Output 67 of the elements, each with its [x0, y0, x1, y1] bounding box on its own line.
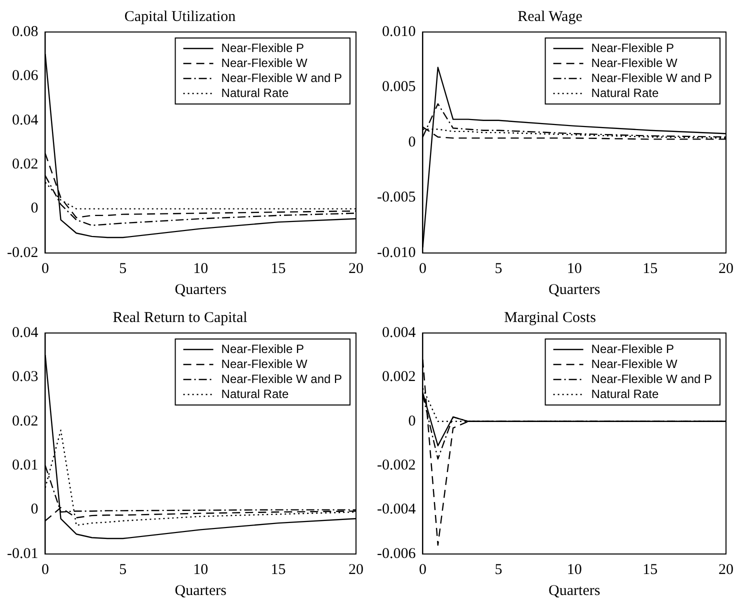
legend-label: Near-Flexible W and P	[221, 70, 342, 85]
x-tick-label: 15	[270, 562, 286, 578]
x-tick-label: 15	[642, 562, 658, 578]
x-tick-label: 5	[494, 562, 502, 578]
y-tick-label: 0	[408, 134, 416, 150]
y-tick-label: 0.04	[12, 324, 39, 341]
y-tick-label: -0.002	[376, 458, 416, 474]
legend-label: Near-Flexible P	[221, 342, 304, 356]
y-tick-label: -0.006	[376, 546, 416, 562]
x-tick-label: 10	[566, 562, 582, 578]
legend-label: Natural Rate	[221, 86, 289, 100]
y-tick-label: -0.010	[376, 244, 416, 261]
chart-title: Real Wage	[518, 8, 583, 25]
x-axis-title: Quarters	[548, 582, 600, 599]
legend-label: Near-Flexible W and P	[591, 70, 712, 85]
x-tick-label: 15	[270, 260, 286, 277]
x-axis-title: Quarters	[548, 282, 600, 298]
y-tick-label: 0.02	[12, 413, 38, 430]
legend-label: Near-Flexible P	[591, 40, 674, 55]
y-tick-label: -0.02	[6, 244, 38, 261]
x-tick-label: 0	[41, 562, 49, 578]
legend-label: Near-Flexible W and P	[591, 372, 712, 386]
legend-label: Near-Flexible P	[591, 342, 674, 356]
x-tick-label: 0	[418, 260, 426, 277]
x-tick-label: 0	[418, 562, 426, 578]
y-tick-label: 0.004	[382, 324, 416, 341]
chart-title: Real Return to Capital	[112, 310, 248, 326]
x-tick-label: 5	[119, 562, 127, 578]
y-tick-label: 0.03	[12, 369, 38, 386]
y-tick-label: -0.004	[376, 502, 416, 518]
y-tick-label: -0.005	[376, 190, 416, 206]
legend-label: Natural Rate	[221, 386, 289, 401]
y-tick-label: -0.01	[6, 546, 38, 562]
legend-label: Near-Flexible W	[221, 356, 308, 371]
x-tick-label: 20	[718, 562, 734, 578]
y-tick-label: 0	[30, 200, 38, 217]
y-tick-label: 0.06	[12, 68, 39, 84]
x-tick-label: 20	[718, 260, 734, 277]
x-tick-label: 20	[348, 562, 364, 578]
legend-label: Near-Flexible W	[221, 56, 308, 70]
y-tick-label: 0.010	[382, 24, 416, 40]
x-tick-label: 10	[193, 562, 208, 578]
legend-label: Near-Flexible W and P	[221, 372, 342, 386]
y-tick-label: 0.02	[12, 156, 38, 173]
legend-label: Natural Rate	[591, 386, 659, 401]
x-tick-label: 5	[119, 260, 127, 277]
x-tick-label: 5	[494, 260, 502, 277]
legend-label: Near-Flexible W	[591, 356, 678, 371]
x-tick-label: 10	[193, 260, 208, 277]
y-tick-label: 0.002	[382, 369, 416, 386]
y-tick-label: 0	[408, 413, 416, 430]
y-tick-label: 0.04	[12, 112, 39, 128]
legend-label: Near-Flexible P	[221, 40, 304, 55]
y-tick-label: 0.01	[12, 458, 38, 474]
chart-title: Capital Utilization	[124, 8, 236, 25]
y-tick-label: 0.005	[382, 79, 416, 96]
y-tick-label: 0	[30, 502, 38, 518]
x-axis-title: Quarters	[174, 582, 227, 599]
x-tick-label: 15	[642, 260, 658, 277]
y-tick-label: 0.08	[12, 24, 38, 40]
x-tick-label: 20	[348, 260, 364, 277]
legend-label: Near-Flexible W	[591, 56, 678, 70]
x-tick-label: 0	[41, 260, 49, 277]
chart-title: Marginal Costs	[504, 310, 596, 326]
x-tick-label: 10	[566, 260, 582, 277]
legend-label: Natural Rate	[591, 86, 659, 100]
x-axis-title: Quarters	[174, 282, 227, 298]
